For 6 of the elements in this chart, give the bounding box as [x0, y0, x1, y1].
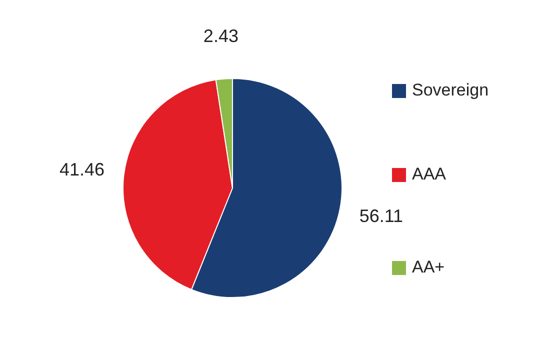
data-label: 41.46: [59, 159, 105, 180]
data-label: 2.43: [203, 26, 238, 46]
legend-label: Sovereign: [412, 80, 489, 100]
data-label: 56.11: [359, 206, 404, 226]
legend-label: AAA: [412, 164, 447, 184]
legend-label: AA+: [412, 258, 445, 277]
